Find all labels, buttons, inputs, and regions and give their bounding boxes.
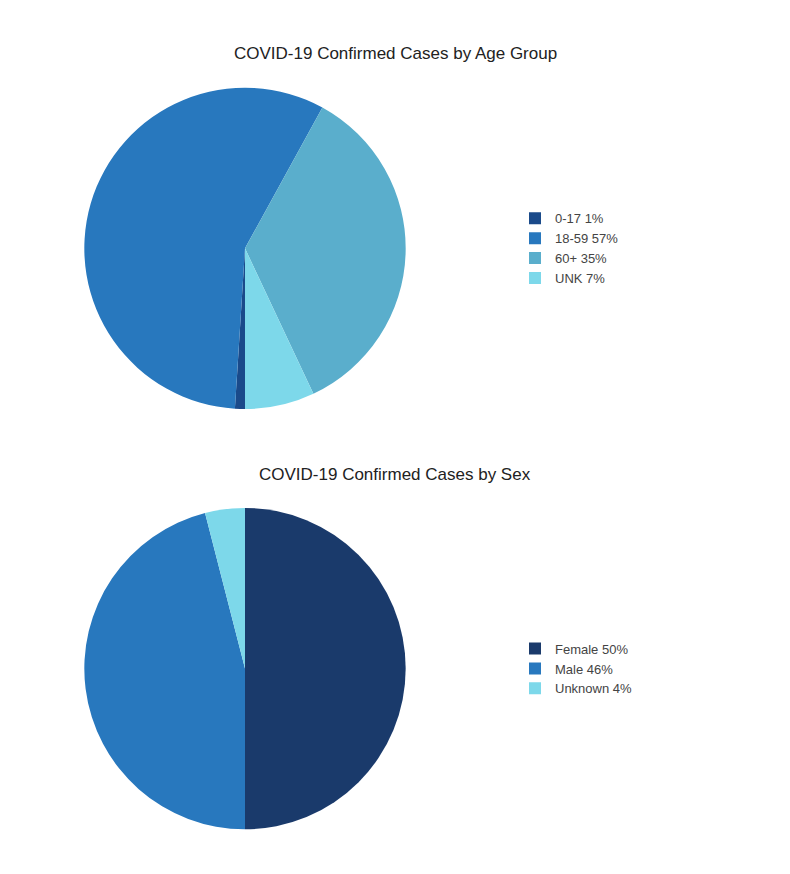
svg-text:18-59 57%: 18-59 57% <box>555 231 618 246</box>
svg-text:Unknown 4%: Unknown 4% <box>555 681 632 696</box>
svg-text:Female 50%: Female 50% <box>555 642 628 657</box>
svg-text:0-17 1%: 0-17 1% <box>555 211 604 226</box>
svg-text:Male 46%: Male 46% <box>555 662 613 677</box>
svg-text:COVID-19 Confirmed Cases by Ag: COVID-19 Confirmed Cases by Age Group <box>234 44 557 63</box>
svg-text:COVID-19 Confirmed Cases by Se: COVID-19 Confirmed Cases by Sex <box>259 465 531 484</box>
svg-text:UNK 7%: UNK 7% <box>555 271 605 286</box>
svg-text:60+ 35%: 60+ 35% <box>555 251 607 266</box>
